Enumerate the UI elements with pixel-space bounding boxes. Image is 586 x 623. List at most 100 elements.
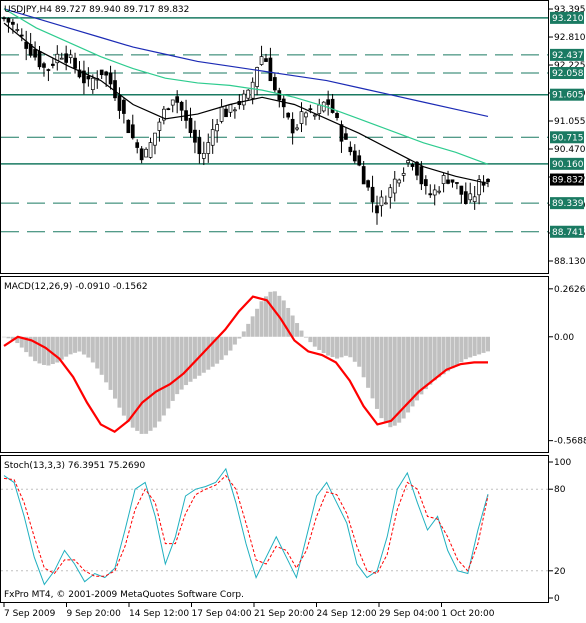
candle-body: [224, 108, 228, 118]
macd-bar: [179, 336, 184, 390]
time-tick-label: 1 Oct 20:00: [442, 609, 495, 619]
macd-tick-label: 0.2626: [554, 285, 586, 295]
price-label-box: [550, 67, 584, 80]
candle-body: [201, 152, 206, 159]
macd-bar: [64, 336, 69, 357]
macd-bar: [268, 291, 273, 337]
macd-bar: [95, 336, 100, 369]
price-label-text: 88.741: [552, 228, 584, 238]
candle-body: [401, 172, 406, 176]
candle-body: [108, 72, 113, 85]
macd-bar: [210, 336, 215, 367]
macd-bar: [335, 336, 340, 359]
candle-body: [219, 106, 224, 122]
macd-bar: [388, 336, 393, 428]
candle-body: [250, 81, 255, 99]
candle-body: [348, 146, 353, 153]
candle-body: [55, 53, 60, 64]
price-label-text: 93.210: [552, 14, 584, 24]
macd-bar: [370, 336, 375, 399]
macd-bar: [73, 336, 78, 353]
macd-bar: [272, 291, 277, 337]
macd-bar: [135, 336, 140, 431]
candle-body: [11, 21, 15, 25]
macd-bar: [401, 336, 406, 419]
macd-bar: [361, 336, 366, 378]
candle-body: [317, 104, 322, 114]
price-label-text: 92.058: [552, 69, 584, 79]
candle-body: [135, 142, 140, 148]
candle-body: [375, 205, 379, 214]
copyright-text: FxPro MT4, © 2001-2009 MetaQuotes Softwa…: [4, 590, 244, 600]
candle-body: [419, 166, 424, 185]
candle-body: [139, 148, 144, 161]
macd-bar: [432, 336, 437, 381]
stoch-main-line: [3, 467, 489, 586]
candle-body: [86, 75, 91, 80]
candle-body: [24, 41, 29, 49]
candle-body: [304, 112, 308, 118]
candle-body: [77, 69, 82, 78]
candle-body: [175, 96, 180, 103]
macd-bar: [423, 336, 428, 390]
candle-body: [486, 178, 490, 183]
moving-averages: [3, 8, 489, 185]
candle-body: [2, 17, 6, 20]
stoch-signal-line: [3, 474, 489, 577]
candle-body: [215, 124, 219, 132]
candle-body: [19, 34, 24, 37]
price-label-box: [550, 225, 584, 238]
macd-bar: [326, 336, 331, 356]
candle-body: [162, 108, 166, 121]
macd-bar: [259, 301, 264, 337]
candle-body: [273, 77, 277, 91]
macd-bar: [148, 336, 153, 431]
candle-body: [68, 54, 73, 59]
candle-body: [428, 193, 433, 196]
macd-bar: [228, 336, 233, 351]
macd-bar: [392, 336, 397, 426]
candle-body: [312, 114, 317, 117]
candle-body: [37, 50, 42, 68]
price-label-text: 89.339: [552, 199, 584, 209]
macd-bar: [113, 336, 118, 399]
macd-axis: 0.2626 0.00 -0.5688: [549, 285, 586, 447]
macd-bar: [28, 336, 33, 357]
macd-bar: [348, 336, 353, 358]
macd-bar: [419, 336, 424, 395]
candle-body: [228, 104, 233, 113]
macd-bar: [152, 336, 157, 428]
macd-bar: [2, 336, 6, 338]
candle-body: [468, 193, 473, 201]
candle-body: [290, 118, 295, 134]
candle-body: [415, 161, 419, 176]
candle-body: [406, 160, 410, 164]
candle-body: [357, 155, 362, 166]
candle-body: [264, 58, 268, 62]
candle-body: [117, 95, 122, 111]
candle-body: [99, 69, 104, 76]
candle-body: [210, 129, 215, 146]
macd-bar: [15, 336, 20, 344]
macd-bar: [250, 316, 255, 337]
candle-body: [166, 108, 171, 111]
candle-body: [233, 109, 237, 112]
candle-body: [352, 150, 357, 162]
candle-body: [130, 124, 135, 139]
price-label-box: [550, 88, 584, 101]
macd-bar: [81, 336, 86, 355]
macd-bar: [379, 336, 384, 419]
stoch-tick-label: 0: [554, 594, 560, 604]
macd-bar: [472, 336, 477, 356]
macd-signal: [3, 295, 488, 434]
candle-body: [423, 179, 428, 187]
candle-body: [366, 180, 370, 188]
macd-bar: [281, 300, 286, 337]
macd-bar: [104, 336, 109, 383]
candle-body: [379, 196, 384, 207]
macd-bar: [312, 336, 317, 347]
macd-bar: [24, 336, 29, 353]
candle-body: [179, 101, 184, 111]
price-candles: [2, 16, 490, 225]
